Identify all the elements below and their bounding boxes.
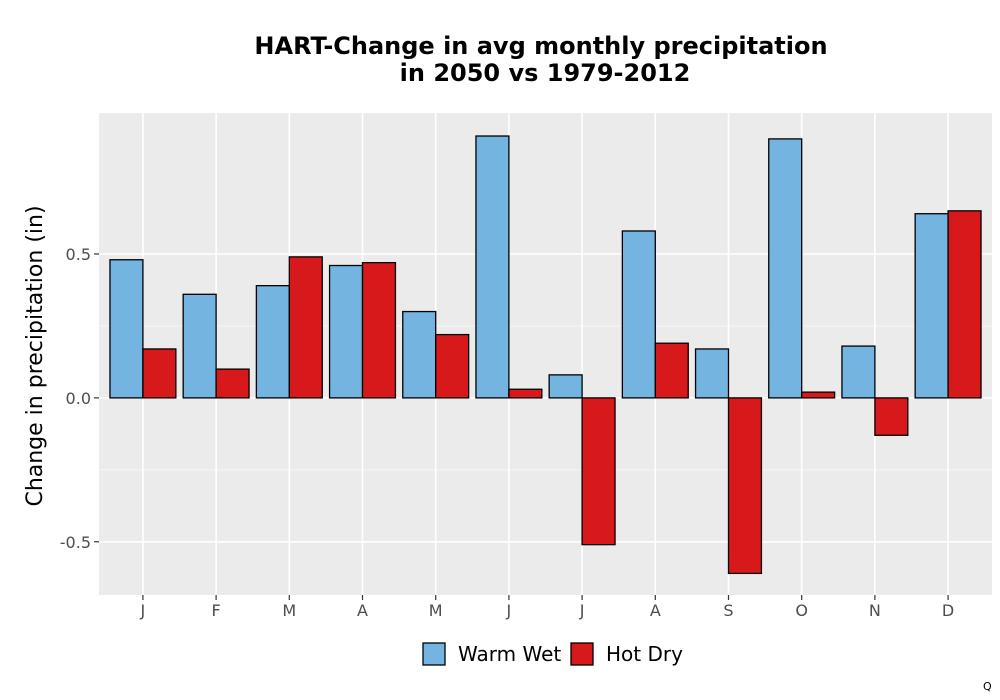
bar-hot-dry-2 (215, 368, 250, 399)
x-tick-label: J (506, 601, 512, 620)
bar-hot-dry-10 (801, 391, 836, 399)
bar-hot-dry-3 (288, 256, 323, 399)
bar-warm-wet-5 (402, 310, 437, 399)
y-tick-label: 0.5 (66, 245, 91, 264)
bar-hot-dry-9 (727, 397, 763, 575)
bar-warm-wet-3 (255, 285, 290, 399)
x-tick-label: F (212, 601, 221, 620)
legend-label-hot-dry: Hot Dry (606, 642, 683, 666)
bar-hot-dry-4 (361, 261, 397, 399)
x-tick-label: N (869, 601, 881, 620)
bar-hot-dry-12 (947, 210, 982, 399)
x-tick-label: M (282, 601, 296, 620)
bar-hot-dry-11 (874, 397, 909, 436)
chart-title-line1: HART-Change in avg monthly precipitation (254, 32, 827, 60)
bar-warm-wet-2 (182, 293, 217, 399)
bar-hot-dry-1 (142, 348, 177, 399)
bar-hot-dry-6 (508, 388, 543, 399)
bars (109, 135, 982, 575)
x-tick-label: A (650, 601, 661, 620)
bar-hot-dry-8 (654, 342, 689, 399)
x-tick-label: O (795, 601, 808, 620)
bar-warm-wet-9 (694, 348, 730, 399)
bar-hot-dry-5 (435, 333, 470, 399)
x-tick-label: S (723, 601, 733, 620)
bar-warm-wet-8 (621, 230, 656, 399)
y-axis-title: Change in precipitation (in) (23, 205, 48, 506)
x-tick-label: J (140, 601, 146, 620)
bar-warm-wet-7 (548, 374, 583, 399)
x-tick-label: M (429, 601, 443, 620)
legend-key-hot-dry (570, 642, 594, 666)
bar-warm-wet-11 (841, 345, 876, 399)
x-tick-label: D (942, 601, 954, 620)
bar-warm-wet-4 (328, 264, 364, 399)
chart-title-line2: in 2050 vs 1979-2012 (400, 59, 691, 87)
y-tick-label: 0.0 (66, 389, 91, 408)
x-tick-label: A (357, 601, 368, 620)
legend: Warm Wet Hot Dry (422, 642, 683, 666)
x-tick-label: J (579, 601, 585, 620)
legend-key-warm-wet (422, 642, 446, 666)
y-tick-label: -0.5 (60, 533, 91, 552)
corner-mark: Q (983, 680, 992, 693)
bar-warm-wet-10 (768, 138, 803, 399)
bar-warm-wet-6 (475, 135, 510, 399)
y-axis: -0.5 0.0 0.5 (60, 245, 99, 552)
bar-hot-dry-7 (581, 397, 616, 546)
bar-warm-wet-12 (914, 213, 949, 399)
legend-label-warm-wet: Warm Wet (458, 642, 561, 666)
bar-warm-wet-1 (109, 259, 144, 399)
